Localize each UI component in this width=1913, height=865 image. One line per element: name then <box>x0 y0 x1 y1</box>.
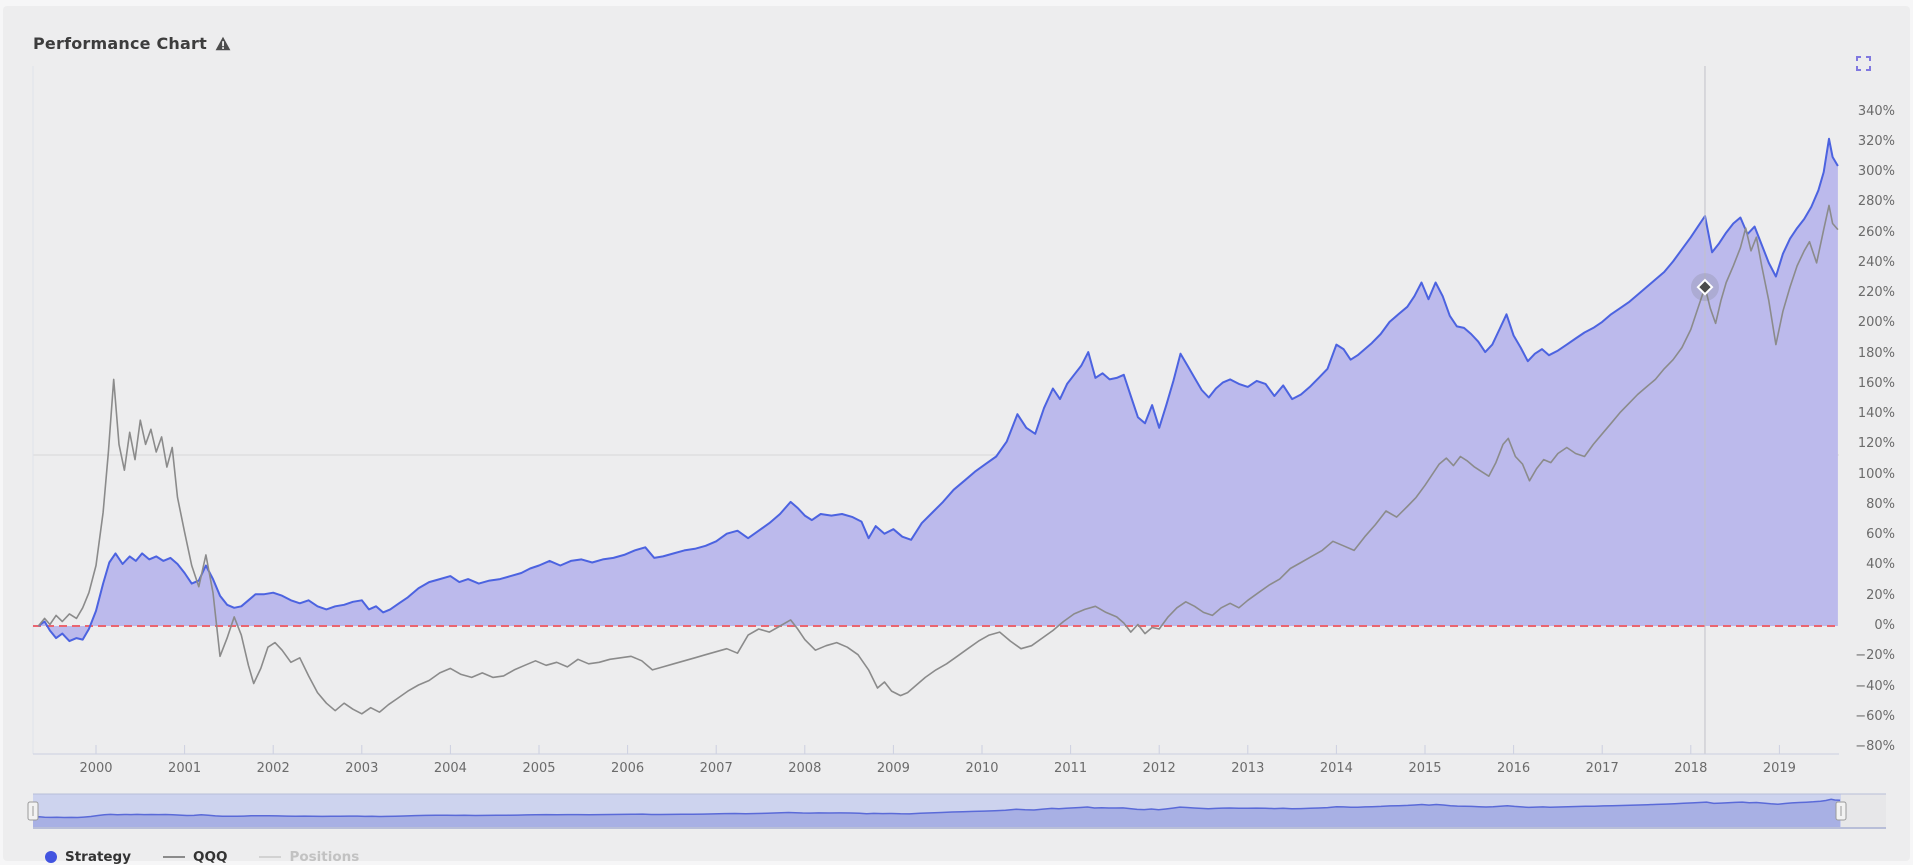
y-axis-label: −60% <box>1855 708 1895 724</box>
x-axis-label: 2016 <box>1497 761 1531 776</box>
expand-fullscreen-button[interactable] <box>1856 56 1871 71</box>
y-axis-label: 180% <box>1857 345 1895 361</box>
y-axis-label: 280% <box>1857 194 1895 210</box>
y-axis-label: 140% <box>1857 406 1895 422</box>
legend-item-strategy[interactable]: Strategy <box>45 849 131 865</box>
strategy-area-series <box>38 138 1838 642</box>
page-title: Performance Chart <box>33 34 207 53</box>
performance-chart <box>27 61 1886 829</box>
x-axis-label: 2005 <box>522 761 556 776</box>
legend: Strategy QQQ Positions <box>45 849 359 865</box>
y-axis-label: 40% <box>1866 557 1895 573</box>
x-axis-label: 2004 <box>433 761 467 776</box>
x-axis-label: 2019 <box>1762 761 1796 776</box>
y-axis-label: −20% <box>1855 648 1895 664</box>
legend-label-positions: Positions <box>289 849 360 865</box>
y-axis-label: −40% <box>1855 678 1895 694</box>
x-axis-label: 2002 <box>256 761 290 776</box>
y-axis-label: 100% <box>1857 466 1895 482</box>
x-axis-ticks <box>95 745 1780 754</box>
fullscreen-corners-icon <box>1856 56 1871 71</box>
y-axis-label: 240% <box>1857 254 1895 270</box>
x-axis-label: 2013 <box>1231 761 1265 776</box>
x-axis-label: 2007 <box>699 761 733 776</box>
x-axis-label: 2008 <box>788 761 822 776</box>
y-axis-label: 60% <box>1866 527 1895 543</box>
hover-marker-diamond <box>1696 278 1714 296</box>
x-axis-label: 2012 <box>1142 761 1176 776</box>
y-axis-label: 260% <box>1857 224 1895 240</box>
y-axis-label: 200% <box>1857 315 1895 331</box>
strategy-circle-marker <box>45 851 57 863</box>
x-axis-label: 2006 <box>611 761 645 776</box>
x-axis-label: 2014 <box>1319 761 1353 776</box>
legend-label-strategy: Strategy <box>65 849 132 865</box>
y-axis-label: 220% <box>1857 285 1895 301</box>
x-axis-label: 2010 <box>965 761 999 776</box>
y-axis-label: 160% <box>1857 375 1895 391</box>
legend-label-qqq: QQQ <box>193 849 228 865</box>
x-axis-label: 2015 <box>1408 761 1442 776</box>
y-axis-label: 320% <box>1857 133 1895 149</box>
warning-icon[interactable] <box>215 36 231 51</box>
legend-item-positions[interactable]: Positions <box>259 849 359 865</box>
x-axis-label: 2018 <box>1674 761 1708 776</box>
strategy-line-series <box>37 137 1839 643</box>
qqq-line-series <box>37 204 1839 715</box>
x-axis-label: 2017 <box>1585 761 1619 776</box>
y-axis-label: 300% <box>1857 164 1895 180</box>
navigator-left-handle[interactable] <box>27 801 39 821</box>
y-axis-label: 340% <box>1857 103 1895 119</box>
positions-line-marker <box>259 856 282 858</box>
performance-chart-card: Performance Chart <box>3 6 1910 865</box>
chart-header: Performance Chart <box>33 34 231 53</box>
legend-item-qqq[interactable]: QQQ <box>163 849 227 865</box>
qqq-line-marker <box>163 856 186 858</box>
y-axis-label: −80% <box>1855 739 1895 755</box>
x-axis-label: 2000 <box>79 761 113 776</box>
y-axis-label: 80% <box>1866 496 1895 512</box>
navigator-mini-line <box>32 798 1841 819</box>
x-axis-label: 2009 <box>876 761 910 776</box>
navigator-right-handle[interactable] <box>1835 801 1847 821</box>
y-axis-label: 20% <box>1866 587 1895 603</box>
y-axis-label: 0% <box>1874 618 1895 633</box>
x-axis-label: 2011 <box>1054 761 1088 776</box>
x-axis-label: 2003 <box>345 761 379 776</box>
y-axis-label: 120% <box>1857 436 1895 452</box>
x-axis-label: 2001 <box>168 761 202 776</box>
navigator[interactable] <box>27 793 1886 829</box>
plot-area[interactable] <box>33 61 1839 756</box>
